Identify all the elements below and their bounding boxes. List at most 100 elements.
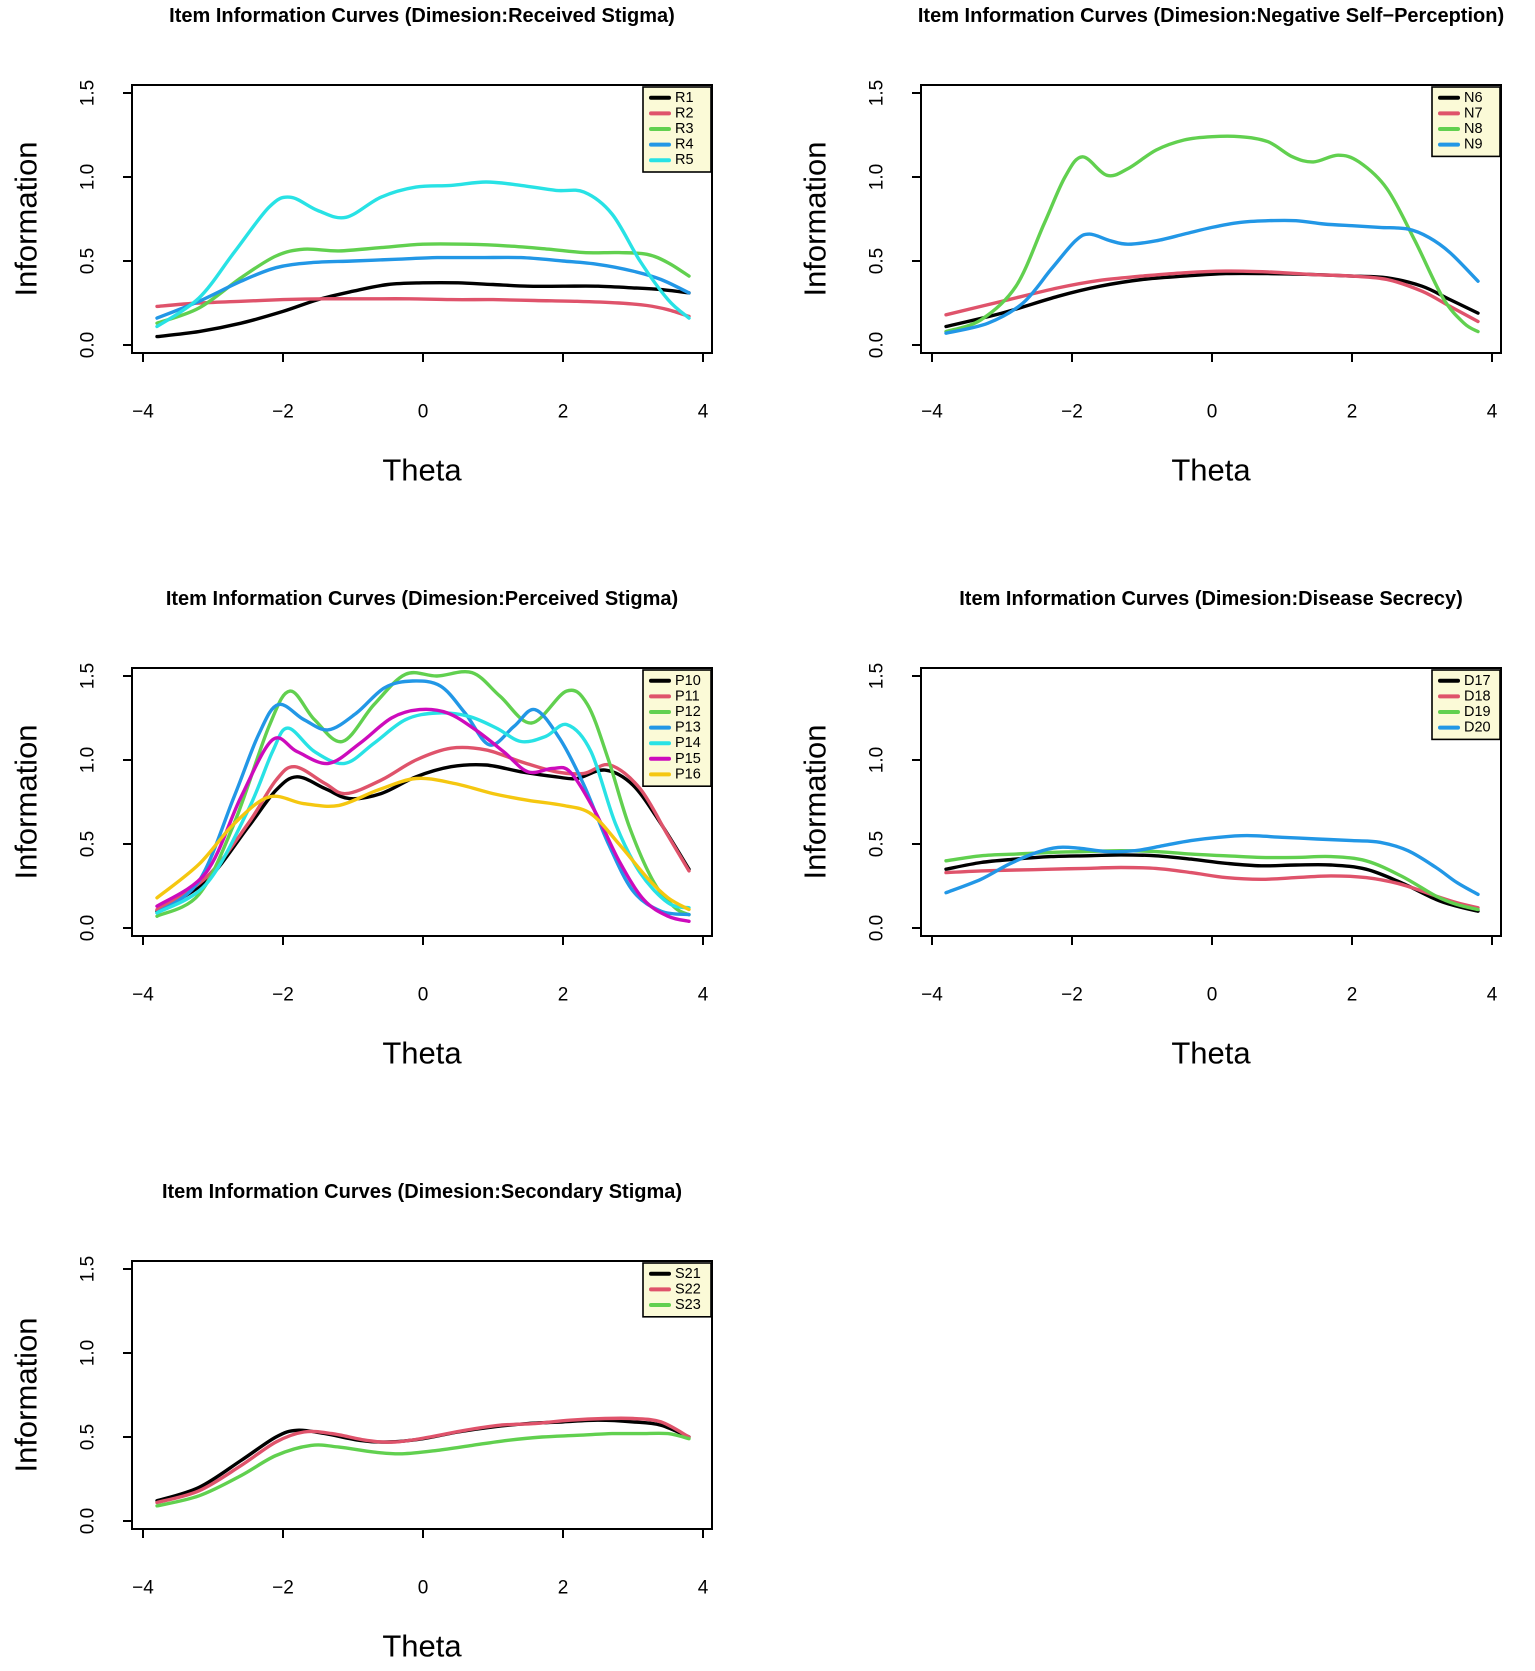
x-axis-label: Theta (382, 453, 462, 488)
legend-label: P13 (675, 720, 701, 736)
series-S23-curve (155, 1431, 691, 1508)
legend-item: R5 (649, 152, 694, 168)
legend-label: R4 (675, 137, 694, 153)
legend-item: R4 (649, 137, 694, 153)
y-tick-label: 1.5 (867, 663, 888, 689)
y-tick-label: 0.0 (78, 915, 99, 941)
legend-item: S22 (649, 1281, 701, 1297)
chart-negative-self-perception: Item Information Curves (Dimesion:Negati… (798, 5, 1505, 488)
x-tick-label: −4 (132, 985, 154, 1006)
y-axis-label: Information (9, 724, 44, 879)
legend-item: N7 (1438, 105, 1483, 121)
y-tick-label: 1.0 (78, 164, 99, 190)
legend-item: P14 (649, 735, 701, 751)
legend-label: R3 (675, 121, 694, 137)
legend-label: P12 (675, 704, 701, 720)
legend-item: P12 (649, 704, 701, 720)
y-tick-label: 1.0 (867, 747, 888, 773)
legend-item: R3 (649, 121, 694, 137)
chart-title: Item Information Curves (Dimesion:Percei… (166, 588, 678, 610)
legend-label: P14 (675, 735, 701, 751)
x-tick-label: 2 (1347, 402, 1358, 423)
legend-label: R5 (675, 152, 694, 168)
curves (155, 180, 691, 339)
legend-label: S23 (675, 1297, 701, 1313)
legend-label: D19 (1464, 704, 1491, 720)
x-tick-label: 4 (698, 402, 709, 423)
y-tick-label: 0.0 (867, 332, 888, 358)
series-N9-curve (944, 218, 1480, 335)
y-tick-label: 1.5 (78, 663, 99, 689)
y-tick-label: 1.5 (867, 80, 888, 106)
legend-item: N8 (1438, 121, 1483, 137)
legend-label: S22 (675, 1281, 701, 1297)
legend-item: P11 (649, 688, 700, 704)
x-tick-label: 0 (418, 985, 429, 1006)
legend-item: D20 (1438, 720, 1491, 736)
legend-label: P10 (675, 673, 701, 689)
plot-box (920, 667, 1502, 937)
series-R5-curve (155, 180, 691, 329)
y-tick-label: 0.5 (78, 1424, 99, 1450)
legend-label: N7 (1464, 105, 1483, 121)
x-tick-label: −4 (132, 1578, 154, 1599)
legend-item: R2 (649, 105, 694, 121)
curves (944, 134, 1480, 335)
legend-label: R2 (675, 105, 694, 121)
x-tick-label: −2 (272, 985, 294, 1006)
curves (944, 833, 1480, 913)
chart-disease-secrecy: Item Information Curves (Dimesion:Diseas… (798, 588, 1502, 1071)
y-tick-label: 0.0 (78, 1508, 99, 1534)
chart-perceived-stigma: Item Information Curves (Dimesion:Percei… (9, 588, 713, 1071)
legend-item: D19 (1438, 704, 1491, 720)
y-tick-label: 1.0 (867, 164, 888, 190)
legend-item: P13 (649, 720, 701, 736)
series-P15-curve (155, 707, 691, 923)
x-axis-label: Theta (382, 1036, 462, 1071)
legend-label: N6 (1464, 90, 1483, 106)
x-axis-label: Theta (1171, 453, 1251, 488)
y-tick-label: 0.5 (78, 831, 99, 857)
legend-label: P15 (675, 751, 701, 767)
curves (155, 669, 691, 923)
x-tick-label: 2 (558, 1578, 569, 1599)
legend-label: N9 (1464, 137, 1483, 153)
x-tick-label: −2 (1061, 402, 1083, 423)
x-tick-label: 2 (558, 402, 569, 423)
legend-item: S21 (649, 1266, 701, 1282)
x-tick-label: −4 (132, 402, 154, 423)
x-tick-label: −2 (272, 402, 294, 423)
x-tick-label: 4 (1487, 985, 1498, 1006)
chart-received-stigma: Item Information Curves (Dimesion:Receiv… (9, 5, 713, 488)
y-axis-label: Information (9, 141, 44, 296)
y-tick-label: 0.0 (867, 915, 888, 941)
chart-title: Item Information Curves (Dimesion:Diseas… (959, 588, 1463, 610)
legend-item: S23 (649, 1297, 701, 1313)
legend-item: N6 (1438, 90, 1483, 106)
x-tick-label: −2 (1061, 985, 1083, 1006)
y-tick-label: 1.0 (78, 747, 99, 773)
series-P12-curve (155, 669, 691, 918)
series-N8-curve (944, 134, 1480, 334)
y-tick-label: 0.5 (867, 831, 888, 857)
legend-item: R1 (649, 90, 694, 106)
series-N6-curve (944, 271, 1480, 329)
legend-item: P10 (649, 673, 701, 689)
x-tick-label: −4 (921, 985, 943, 1006)
series-P16-curve (155, 776, 691, 912)
y-axis-label: Information (798, 141, 833, 296)
y-tick-label: 0.5 (78, 248, 99, 274)
chart-title: Item Information Curves (Dimesion:Negati… (918, 5, 1504, 27)
curves (155, 1416, 691, 1508)
series-N7-curve (944, 269, 1480, 324)
legend-label: D17 (1464, 673, 1491, 689)
x-tick-label: −2 (272, 1578, 294, 1599)
legend-label: D18 (1464, 688, 1491, 704)
legend-label: R1 (675, 90, 694, 106)
